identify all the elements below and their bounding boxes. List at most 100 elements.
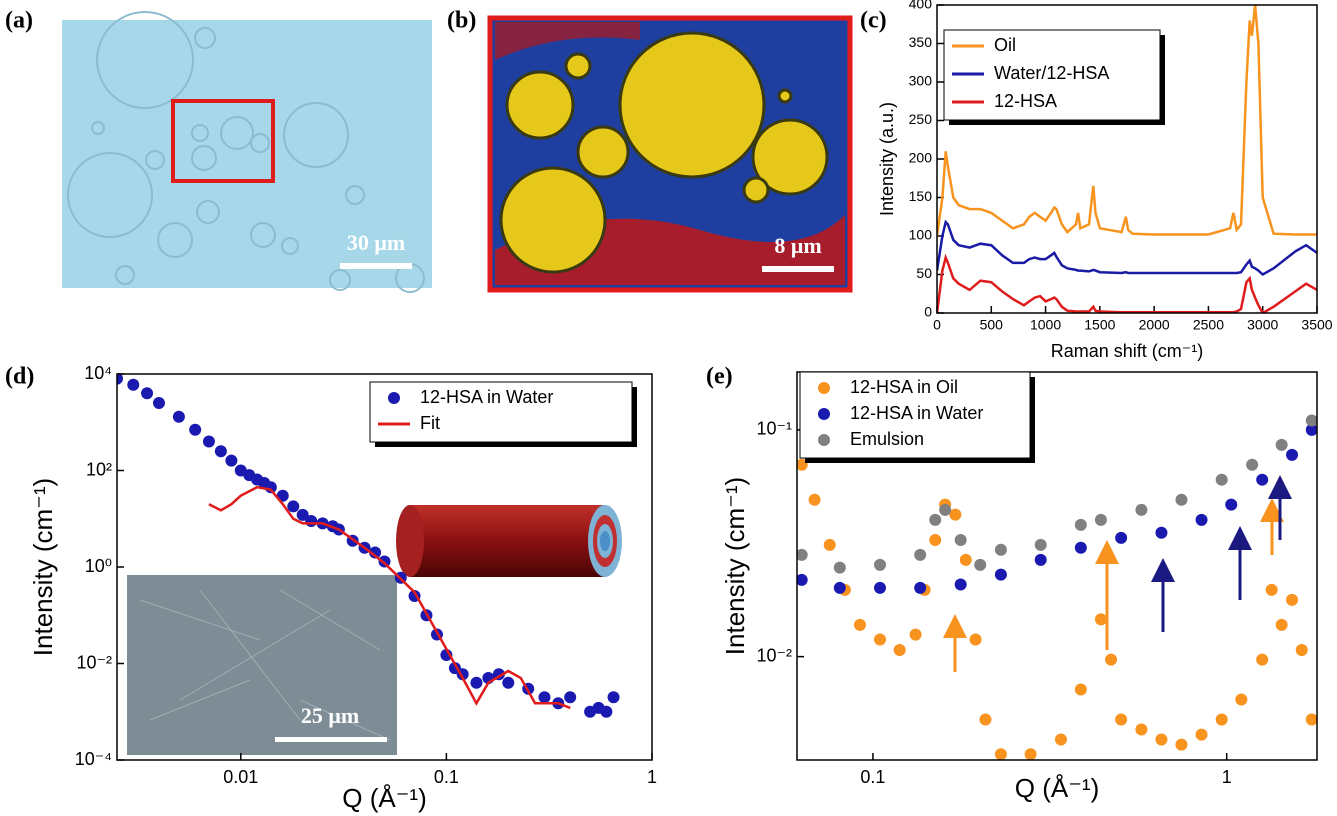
panel-label: (c) (860, 8, 887, 34)
panel-label: (b) (447, 8, 476, 34)
data-point (202, 435, 215, 448)
legend-label: 12-HSA in Oil (850, 377, 958, 397)
data-point (893, 643, 906, 656)
y-tick-label: 10⁴ (84, 363, 112, 383)
y-tick-label: 10⁻⁴ (75, 749, 112, 769)
data-point (1094, 613, 1107, 626)
legend-label: Fit (420, 413, 440, 433)
data-point (833, 581, 846, 594)
legend-label: Emulsion (850, 429, 924, 449)
plot-frame (116, 373, 653, 761)
y-axis-label: Intensity (cm⁻¹) (28, 478, 58, 656)
legend-label: Water/12-HSA (994, 63, 1109, 83)
data-point (954, 578, 967, 591)
y-tick-label: 10⁻² (756, 645, 792, 665)
legend (369, 381, 633, 443)
data-point (939, 503, 952, 516)
data-point (127, 378, 140, 391)
data-point (296, 508, 309, 521)
x-tick-label: 0.1 (434, 767, 459, 787)
data-point (873, 633, 886, 646)
plot-area (797, 414, 1317, 760)
chart: 0.01 0.1 1 10⁴ 10² 10⁰ 10⁻² 10⁻⁴ 12-HSA in Water… (5, 363, 657, 813)
data-point (1215, 473, 1228, 486)
legend-label: Oil (994, 35, 1016, 55)
y-tick-label: 150 (909, 188, 933, 204)
scale-bar-label: 30 μm (347, 230, 405, 255)
chart: 0 500 1000 1500 2000 2500 3000 3500 0 50 100 150 200… (860, 0, 1333, 361)
x-tick-label: 0 (933, 317, 941, 333)
data-point (1286, 593, 1299, 606)
data-point (1246, 458, 1259, 471)
data-point (1295, 643, 1308, 656)
data-point (1135, 503, 1148, 516)
data-point (974, 558, 987, 571)
y-tick-label: 250 (909, 111, 933, 127)
data-point (909, 628, 922, 641)
data-point (949, 508, 962, 521)
scale-bar-label: 8 μm (774, 233, 821, 258)
x-tick-label: 1 (647, 767, 657, 787)
data-point (225, 454, 238, 467)
data-point (873, 558, 886, 571)
x-tick-label: 2500 (1193, 317, 1224, 333)
data-point (1256, 653, 1269, 666)
scale-bar-label: 25 μm (301, 703, 359, 728)
data-point (600, 705, 613, 718)
data-point (564, 691, 577, 704)
micrograph-a: 30 μm (62, 11, 432, 293)
y-tick-label: 50 (916, 265, 932, 281)
data-point (117, 374, 123, 385)
series-line (937, 219, 1317, 277)
data-point (1074, 541, 1087, 554)
data-point (1175, 738, 1188, 751)
data-point (1054, 733, 1067, 746)
legend-label: 12-HSA (994, 91, 1057, 111)
y-tick-label: 0 (924, 304, 932, 320)
data-point (797, 573, 808, 586)
data-point (853, 618, 866, 631)
data-point (1155, 526, 1168, 539)
legend-label: 12-HSA in Water (850, 403, 983, 423)
panel-label: (e) (706, 364, 733, 390)
data-point (1235, 693, 1248, 706)
data-point (152, 397, 165, 410)
data-point (1225, 498, 1238, 511)
cylinder-model (396, 505, 622, 577)
y-axis-label: Intensity (a.u.) (877, 102, 897, 216)
data-point (954, 533, 967, 546)
data-point (1265, 583, 1278, 596)
data-point (1135, 723, 1148, 736)
x-tick-label: 2000 (1139, 317, 1170, 333)
plot-frame (936, 4, 1318, 314)
legend-label: 12-HSA in Water (420, 387, 553, 407)
y-tick-label: 300 (909, 73, 933, 89)
series-line (208, 485, 571, 710)
series-line (937, 5, 1317, 237)
y-tick-label: 100 (909, 227, 933, 243)
x-tick-label: 1500 (1084, 317, 1115, 333)
x-axis-label: Q (Å⁻¹) (1015, 773, 1100, 803)
data-point (1155, 733, 1168, 746)
data-point (1105, 653, 1118, 666)
y-tick-label: 350 (909, 34, 933, 50)
inset-photo: 25 μm (127, 575, 397, 755)
x-tick-label: 3000 (1247, 317, 1278, 333)
data-point (1275, 438, 1288, 451)
data-point (1034, 538, 1047, 551)
data-point (141, 387, 154, 400)
data-point (914, 581, 927, 594)
data-point (1286, 448, 1299, 461)
data-point (1195, 728, 1208, 741)
data-point (994, 748, 1007, 760)
data-point (1305, 713, 1317, 726)
panel-label: (a) (5, 8, 33, 34)
x-tick-label: 500 (980, 317, 1004, 333)
data-point (1195, 513, 1208, 526)
data-point (502, 676, 515, 689)
y-tick-label: 10² (86, 459, 112, 479)
data-point (994, 543, 1007, 556)
data-point (1175, 493, 1188, 506)
data-point (1115, 531, 1128, 544)
legend-swatch (818, 382, 830, 394)
